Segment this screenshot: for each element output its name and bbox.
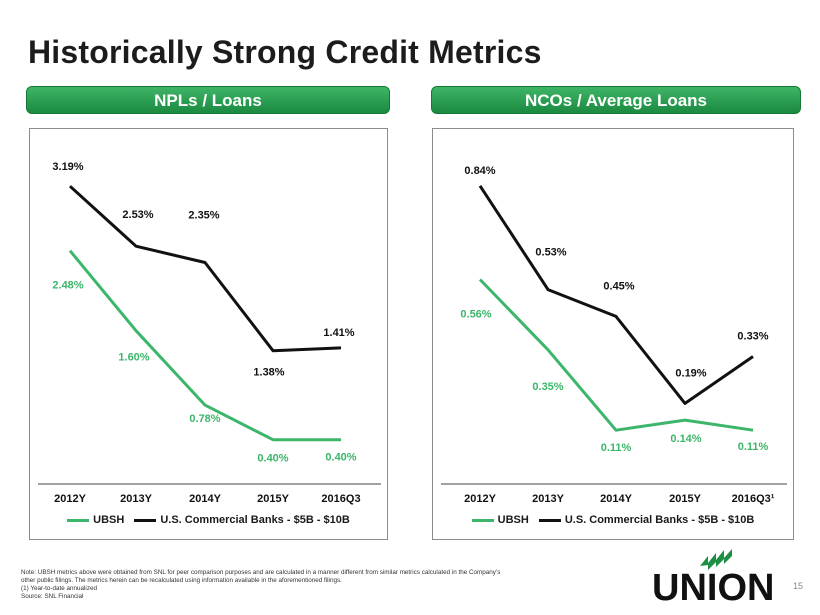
legend-entry-ubsh: UBSH (67, 514, 124, 526)
data-label-ubsh: 1.60% (118, 352, 149, 364)
data-label-ubsh: 2.48% (52, 280, 83, 292)
legend-label-ubsh: UBSH (497, 514, 529, 526)
footnote-line: Note: UBSH metrics above were obtained f… (21, 569, 501, 576)
legend-swatch-peer (538, 518, 561, 522)
data-label-peer: 0.53% (535, 247, 566, 259)
legend: UBSH U.S. Commercial Banks - $5B - $10B (433, 514, 793, 526)
footnote-line: (1) Year-to-date annualized (21, 585, 97, 592)
page-title: Historically Strong Credit Metrics (28, 34, 542, 70)
data-label-peer: 1.41% (323, 327, 354, 339)
union-leaf-icon: UNION (652, 549, 774, 609)
page-number: 15 (793, 581, 804, 591)
data-label-ubsh: 0.78% (189, 413, 220, 425)
data-label-peer: 0.19% (675, 367, 706, 379)
data-label-peer: 3.19% (52, 161, 83, 173)
data-label-ubsh: 0.40% (257, 453, 288, 465)
legend-swatch-peer (134, 518, 157, 522)
chart-title-npls: NPLs / Loans (26, 86, 390, 114)
legend: UBSH U.S. Commercial Banks - $5B - $10B (30, 514, 387, 526)
chart-panel-ncos: 2012Y 2013Y 2014Y 2015Y 2016Q3¹ 0.56% 0.35% 0.1… (432, 128, 794, 540)
brand-wordmark: UNION (652, 567, 774, 606)
chart-panel-npls: 2012Y 2013Y 2014Y 2015Y 2016Q3 2.48% 1.60% 0.78… (29, 128, 388, 540)
footnote-source: Source: SNL Financial (21, 593, 84, 600)
data-label-ubsh: 0.14% (670, 433, 701, 445)
legend-entry-ubsh: UBSH (471, 514, 529, 526)
x-tick-label: 2015Y (257, 493, 289, 505)
data-label-peer: 0.84% (464, 165, 495, 177)
footnote: Note: UBSH metrics above were obtained f… (21, 569, 641, 601)
legend-swatch-ubsh (67, 518, 90, 522)
union-logo: UNION (648, 548, 788, 609)
x-tick-label: 2013Y (532, 493, 564, 505)
x-tick-label: 2012Y (464, 493, 496, 505)
data-label-ubsh: 0.40% (325, 452, 356, 464)
data-label-ubsh: 0.56% (460, 309, 491, 321)
legend-label-ubsh: UBSH (93, 514, 125, 526)
series-line-peer (68, 185, 342, 353)
data-label-ubsh: 0.11% (738, 441, 769, 453)
legend-entry-peer: U.S. Commercial Banks - $5B - $10B (134, 514, 350, 526)
data-label-peer: 0.45% (603, 280, 634, 292)
footnote-line: other public filings. The metrics herein… (21, 577, 342, 584)
x-tick-label: 2014Y (189, 493, 221, 505)
chart-title-ncos: NCOs / Average Loans (431, 86, 801, 114)
legend-entry-peer: U.S. Commercial Banks - $5B - $10B (538, 514, 755, 526)
data-label-ubsh: 0.11% (601, 442, 632, 454)
x-tick-label: 2012Y (54, 493, 86, 505)
series-line-ubsh (68, 249, 341, 442)
series-line-ubsh (478, 278, 754, 432)
x-tick-label: 2014Y (600, 493, 632, 505)
x-tick-label: 2016Q3 (321, 493, 360, 505)
data-label-peer: 1.38% (253, 367, 284, 379)
x-tick-label: 2013Y (120, 493, 152, 505)
x-tick-label: 2016Q3¹ (732, 493, 775, 505)
data-label-ubsh: 0.35% (532, 381, 563, 393)
data-label-peer: 2.53% (122, 209, 153, 221)
series-line-peer (478, 184, 754, 405)
x-tick-label: 2015Y (669, 493, 701, 505)
legend-label-peer: U.S. Commercial Banks - $5B - $10B (160, 514, 350, 526)
data-label-peer: 0.33% (737, 331, 768, 343)
data-label-peer: 2.35% (188, 210, 219, 222)
ncos-chart: 2012Y 2013Y 2014Y 2015Y 2016Q3¹ 0.56% 0.35% 0.1… (441, 165, 787, 505)
npls-chart: 2012Y 2013Y 2014Y 2015Y 2016Q3 2.48% 1.60% 0.78… (38, 161, 381, 505)
legend-label-peer: U.S. Commercial Banks - $5B - $10B (564, 514, 755, 526)
legend-swatch-ubsh (471, 518, 494, 522)
